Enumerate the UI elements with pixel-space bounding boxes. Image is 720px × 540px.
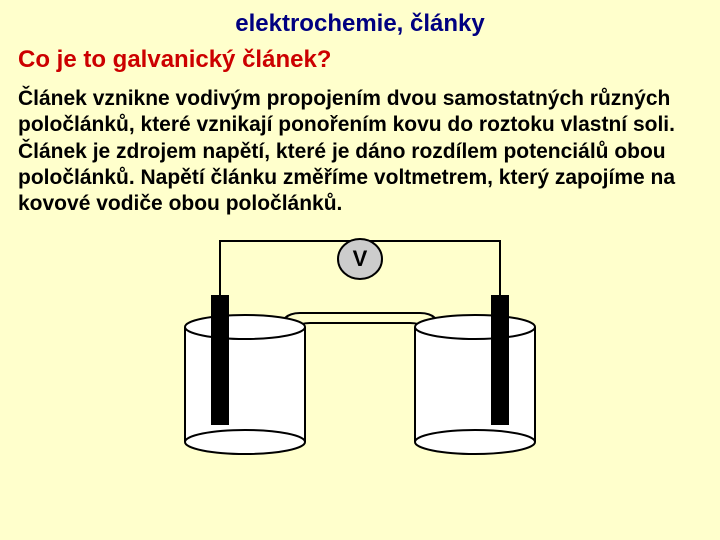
- page-title: elektrochemie, články: [0, 0, 720, 38]
- voltmeter-label: V: [353, 246, 368, 271]
- beaker-body-fill-left: [185, 327, 305, 442]
- galvanic-cell-diagram: V: [145, 227, 575, 457]
- body-paragraph: Článek vznikne vodivým propojením dvou s…: [0, 86, 720, 217]
- diagram-container: V: [0, 227, 720, 457]
- beaker-bottom-right: [415, 430, 535, 454]
- beaker-body-fill-right: [415, 327, 535, 442]
- page-subtitle: Co je to galvanický článek?: [0, 38, 720, 86]
- slide: elektrochemie, články Co je to galvanick…: [0, 0, 720, 540]
- salt-bridge-inner: [290, 323, 430, 387]
- electrode-left: [211, 295, 229, 425]
- electrode-right: [491, 295, 509, 425]
- beaker-bottom-left: [185, 430, 305, 454]
